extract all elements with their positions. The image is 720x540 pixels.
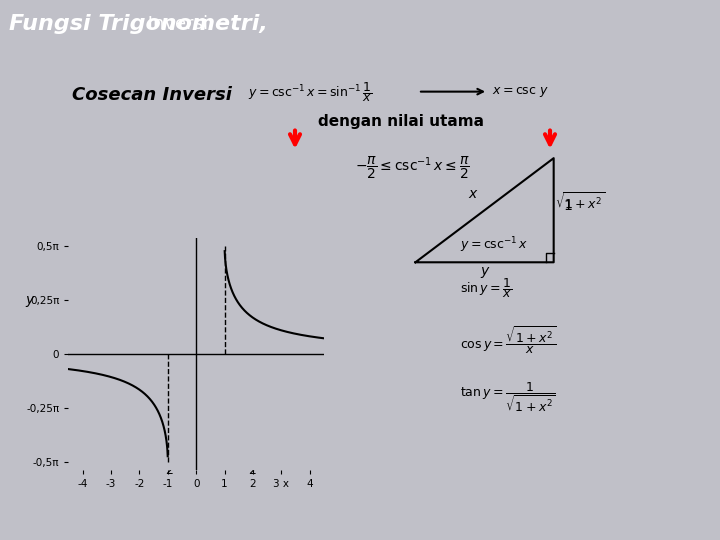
Text: $-\dfrac{\pi}{2} < \csc^{-1} x < \dfrac{\pi}{2}$: $-\dfrac{\pi}{2} < \csc^{-1} x < \dfrac{… <box>155 453 258 477</box>
Text: Inversi: Inversi <box>142 15 208 33</box>
Text: $\sin y = \dfrac{1}{x}$: $\sin y = \dfrac{1}{x}$ <box>460 276 513 300</box>
Text: $y = \csc^{-1} x = \sin^{-1} \dfrac{1}{x}$: $y = \csc^{-1} x = \sin^{-1} \dfrac{1}{x… <box>248 80 373 104</box>
Text: $\cos y = \dfrac{\sqrt{1+x^2}}{x}$: $\cos y = \dfrac{\sqrt{1+x^2}}{x}$ <box>460 324 556 356</box>
Text: x: x <box>468 187 477 201</box>
Text: Kurva nilai utama: Kurva nilai utama <box>185 415 307 429</box>
Text: y: y <box>480 264 489 278</box>
Text: $-\dfrac{\pi}{2} \leq \csc^{-1} x \leq \dfrac{\pi}{2}$: $-\dfrac{\pi}{2} \leq \csc^{-1} x \leq \… <box>355 154 470 181</box>
Text: $\tan y = \dfrac{1}{\sqrt{1+x^2}}$: $\tan y = \dfrac{1}{\sqrt{1+x^2}}$ <box>460 381 556 415</box>
Text: 1: 1 <box>563 199 572 213</box>
Text: Fungsi Trigonometri,: Fungsi Trigonometri, <box>9 14 269 35</box>
Text: $x = \csc\, y$: $x = \csc\, y$ <box>492 85 549 99</box>
Text: $\sqrt{1+x^2}$: $\sqrt{1+x^2}$ <box>555 191 606 212</box>
Text: $y = \csc^{-1} x$: $y = \csc^{-1} x$ <box>460 235 528 254</box>
Text: Cosecan Inversi: Cosecan Inversi <box>72 86 232 104</box>
Text: y: y <box>25 293 33 307</box>
Text: dengan nilai utama: dengan nilai utama <box>318 114 484 129</box>
